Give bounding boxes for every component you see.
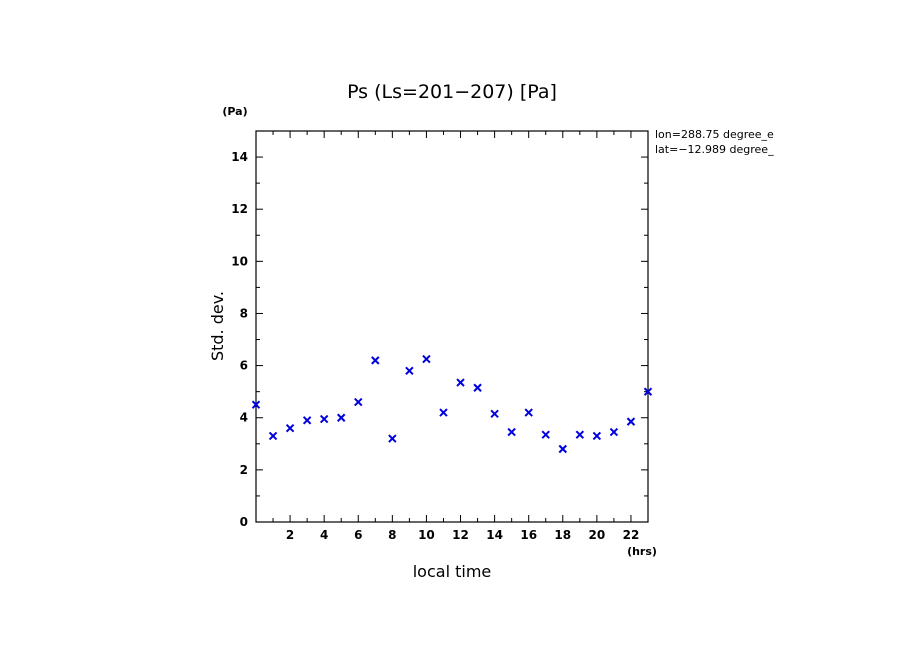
data-point-stroke	[490, 409, 499, 419]
axis-ticks-group: 2 4 6 8 10 12 14 16 18 20 22 0 2 4 6 8 10 12 14	[231, 131, 648, 542]
chart-title: Ps (Ls=201−207) [Pa]	[347, 81, 557, 103]
data-point	[422, 354, 431, 364]
data-point-stroke	[524, 408, 533, 417]
y-tick-label: 14	[231, 150, 248, 164]
data-point-stroke	[405, 366, 414, 376]
data-point	[388, 434, 397, 443]
y-tick-label: 10	[231, 254, 248, 268]
data-point	[302, 416, 312, 425]
data-point	[609, 427, 619, 437]
y-axis-title: Std. dev.	[208, 291, 227, 361]
y-tick-label: 8	[240, 306, 248, 320]
data-point-stroke	[575, 430, 585, 439]
data-point-stroke	[626, 417, 636, 426]
data-point	[319, 414, 329, 424]
data-point	[626, 417, 636, 426]
data-point-stroke	[354, 397, 363, 407]
data-point-stroke	[422, 354, 431, 364]
data-point-stroke	[456, 378, 465, 387]
x-tick-label: 16	[520, 528, 537, 542]
data-point	[507, 427, 516, 437]
data-point	[592, 431, 602, 441]
data-point-stroke	[285, 423, 295, 433]
y-tick-label: 0	[240, 515, 248, 529]
x-axis-title: local time	[413, 562, 492, 581]
x-tick-label: 8	[388, 528, 396, 542]
x-tick-label: 6	[354, 528, 362, 542]
plot-frame	[255, 130, 649, 523]
y-axis-unit: (Pa)	[222, 105, 247, 118]
annotation-lat: lat=−12.989 degree_	[655, 143, 774, 156]
data-point-stroke	[507, 427, 516, 437]
data-point	[251, 400, 261, 409]
data-point-stroke	[541, 430, 550, 439]
data-point-stroke	[388, 434, 397, 443]
x-tick-label: 10	[418, 528, 435, 542]
data-point-stroke	[268, 431, 278, 441]
data-point	[490, 409, 499, 419]
data-point	[371, 356, 380, 365]
data-point-stroke	[371, 356, 380, 365]
x-tick-label: 20	[589, 528, 606, 542]
y-tick-label: 12	[231, 202, 248, 216]
data-point-stroke	[319, 414, 329, 424]
data-point	[558, 444, 567, 454]
data-point	[337, 413, 346, 422]
annotation-lon: lon=288.75 degree_e	[655, 128, 774, 141]
plot-frame-group	[255, 130, 649, 523]
data-point	[575, 430, 585, 439]
data-point-stroke	[558, 444, 567, 454]
x-tick-label: 12	[452, 528, 469, 542]
data-point	[524, 408, 533, 417]
y-tick-label: 6	[240, 359, 248, 373]
y-tick-label: 4	[240, 411, 248, 425]
data-point-stroke	[337, 413, 346, 422]
data-point-stroke	[439, 408, 448, 417]
x-axis-unit: (hrs)	[627, 545, 657, 558]
x-tick-label: 14	[486, 528, 503, 542]
x-tick-label: 18	[554, 528, 571, 542]
data-point	[268, 431, 278, 441]
data-point	[456, 378, 465, 387]
x-tick-label: 22	[623, 528, 640, 542]
data-point	[354, 397, 363, 407]
data-point	[439, 408, 448, 417]
data-point-stroke	[302, 416, 312, 425]
data-point	[405, 366, 414, 376]
data-points-group	[251, 354, 653, 454]
data-point-stroke	[643, 387, 653, 396]
x-tick-label: 2	[286, 528, 294, 542]
data-point	[541, 430, 550, 439]
data-point-stroke	[473, 383, 482, 392]
data-point-stroke	[592, 431, 602, 441]
data-point	[643, 387, 653, 396]
data-point-stroke	[609, 427, 619, 437]
y-tick-label: 2	[240, 463, 248, 477]
data-point-stroke	[251, 400, 261, 409]
data-point	[473, 383, 482, 392]
x-tick-label: 4	[320, 528, 328, 542]
data-point	[285, 423, 295, 433]
